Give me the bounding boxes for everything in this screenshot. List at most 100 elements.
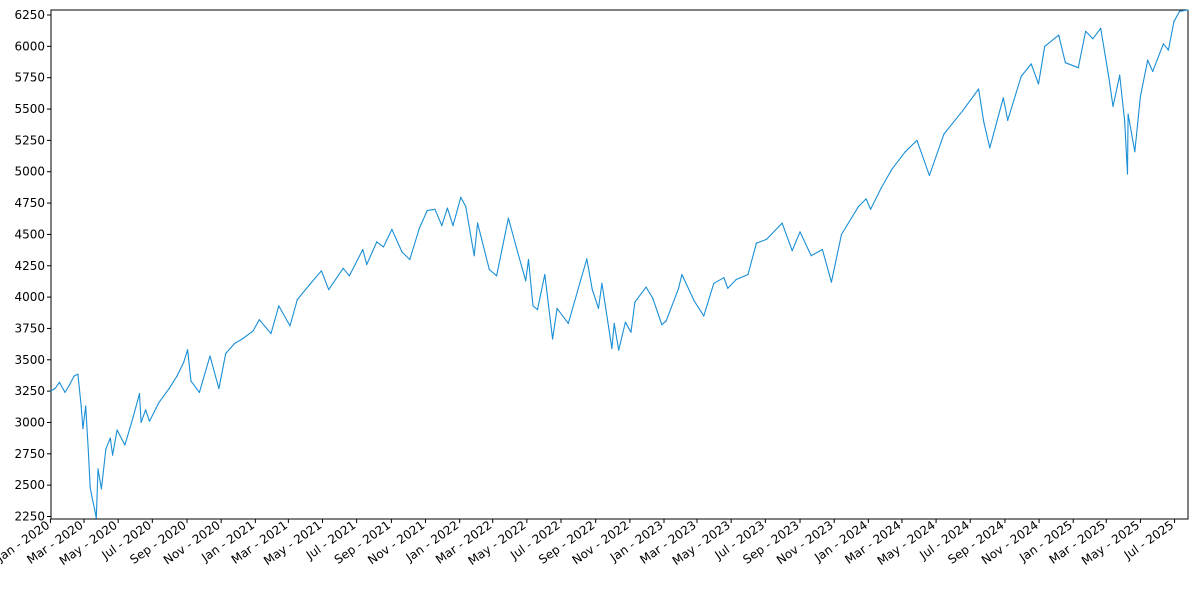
data-point	[54, 387, 57, 389]
y-axis: 2250 2500 2750 3000 3250 3500 3750 4000 4250 4500…	[14, 8, 51, 523]
data-point	[1173, 20, 1175, 22]
data-point	[586, 258, 588, 260]
data-point	[109, 437, 111, 439]
data-point	[105, 448, 107, 450]
data-point	[252, 330, 254, 332]
data-point	[1124, 121, 1126, 123]
data-point	[830, 281, 833, 283]
data-point	[82, 428, 84, 430]
data-point	[544, 273, 546, 276]
data-point	[597, 307, 600, 309]
y-tick-label: 5000	[14, 165, 45, 179]
data-point	[527, 258, 530, 261]
data-point	[703, 315, 705, 317]
data-point	[928, 174, 931, 177]
y-tick-label: 4000	[14, 290, 45, 304]
data-point	[473, 255, 475, 257]
y-tick-label: 6250	[14, 8, 45, 22]
data-point	[755, 242, 758, 244]
data-point	[94, 509, 96, 511]
y-tick-label: 2500	[14, 478, 45, 492]
data-point	[289, 325, 291, 327]
data-point	[821, 248, 824, 251]
data-point	[401, 251, 403, 253]
data-point	[148, 420, 151, 422]
data-point	[342, 267, 344, 269]
data-point	[190, 380, 192, 382]
data-point	[891, 168, 893, 170]
data-point	[634, 301, 636, 303]
data-point	[452, 225, 454, 227]
data-point	[258, 319, 260, 321]
series-points	[50, 9, 1189, 519]
data-point	[799, 231, 801, 233]
data-point	[376, 241, 378, 243]
data-point	[68, 384, 71, 386]
data-point	[1002, 97, 1004, 99]
data-point	[309, 284, 311, 286]
y-tick-label: 5750	[14, 71, 45, 85]
data-point	[652, 297, 654, 299]
data-point	[943, 133, 945, 135]
data-point	[270, 332, 272, 335]
data-point	[87, 453, 90, 455]
plot-frame	[50, 9, 1189, 520]
data-point	[168, 388, 170, 390]
data-point	[488, 268, 490, 271]
data-point	[409, 258, 411, 261]
data-point	[618, 349, 620, 351]
data-point	[1119, 74, 1121, 76]
data-point	[85, 405, 87, 407]
data-point	[591, 289, 593, 291]
data-point	[1064, 62, 1066, 64]
data-point	[209, 355, 211, 357]
data-point	[1085, 30, 1087, 32]
data-point	[525, 280, 527, 282]
data-point	[1134, 151, 1136, 153]
data-point	[765, 238, 768, 240]
data-point	[176, 375, 178, 377]
data-point	[727, 287, 729, 289]
data-point	[723, 277, 725, 279]
data-point	[870, 208, 872, 210]
y-tick-label: 3750	[14, 321, 45, 335]
data-point	[187, 349, 189, 351]
y-tick-label: 5250	[14, 133, 45, 147]
data-point	[983, 121, 985, 123]
data-point	[73, 375, 75, 377]
data-point	[507, 217, 509, 219]
data-point	[446, 207, 448, 209]
data-point	[460, 196, 462, 198]
data-point	[962, 109, 964, 111]
data-point	[624, 321, 627, 323]
data-point	[418, 227, 420, 229]
data-point	[1037, 83, 1040, 85]
data-point	[747, 273, 749, 276]
data-point	[791, 250, 793, 252]
data-point	[89, 487, 91, 489]
data-point	[218, 388, 220, 390]
y-tick-label: 4500	[14, 227, 45, 241]
data-point	[97, 468, 99, 470]
data-point	[434, 208, 436, 210]
data-point	[278, 305, 280, 307]
data-point	[132, 418, 134, 420]
data-point	[95, 517, 97, 519]
data-point	[80, 405, 82, 407]
data-point	[865, 198, 867, 200]
data-point	[145, 409, 147, 411]
data-point	[681, 273, 683, 276]
y-tick-label: 2250	[14, 509, 45, 523]
data-point	[1100, 27, 1102, 29]
data-point	[366, 263, 368, 266]
data-point	[556, 307, 558, 309]
data-point	[1167, 49, 1169, 51]
data-point	[496, 275, 498, 277]
data-point	[138, 393, 141, 395]
data-point	[1147, 59, 1149, 61]
data-point	[100, 488, 102, 490]
data-point	[645, 286, 647, 288]
data-point	[391, 228, 393, 230]
y-tick-label: 5500	[14, 102, 45, 116]
data-point	[665, 320, 667, 322]
